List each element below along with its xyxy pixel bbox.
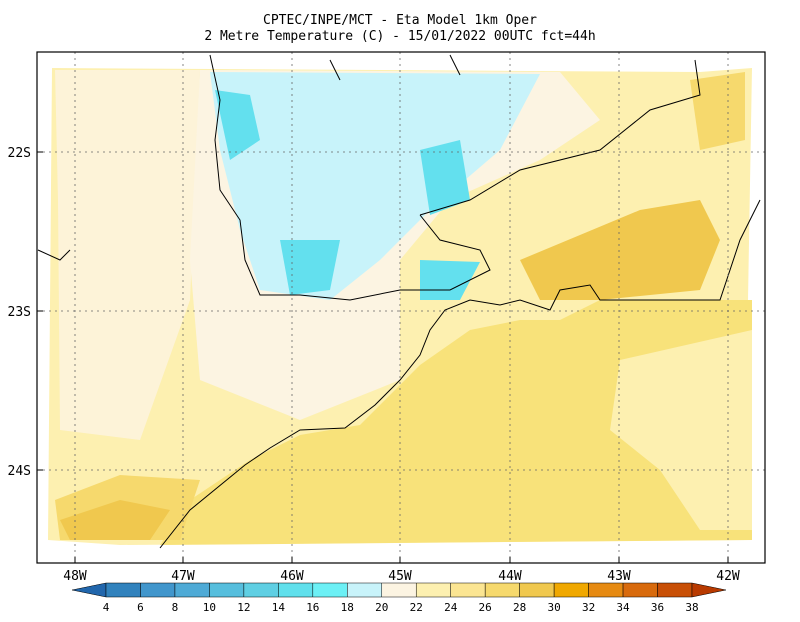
colorbar-segment — [381, 582, 417, 598]
colorbar-label: 38 — [685, 601, 698, 614]
colorbar-label: 24 — [444, 601, 458, 614]
colorbar-label: 6 — [137, 601, 144, 614]
colorbar-segment — [553, 582, 589, 598]
ocean-warm — [160, 300, 752, 545]
cool-west — [55, 70, 200, 440]
colorbar-label: 20 — [375, 601, 388, 614]
colorbar-segment — [140, 582, 176, 598]
colorbar-segment — [174, 582, 210, 598]
colorbar-segment — [519, 582, 555, 598]
colorbar-segment — [209, 582, 245, 598]
cold-spots — [215, 90, 480, 300]
lon-label: 46W — [280, 569, 304, 584]
warm-spots — [55, 72, 745, 540]
colorbar: 4 6 8 10 12 14 16 18 20 22 24 26 28 30 32 34 36 38 — [71, 582, 727, 614]
colorbar-label: 36 — [651, 601, 664, 614]
lon-label: 47W — [171, 569, 195, 584]
title: CPTEC/INPE/MCT - Eta Model 1km Oper — [263, 13, 537, 28]
colorbar-label: 14 — [272, 601, 286, 614]
colorbar-label: 34 — [616, 601, 630, 614]
ocean-mild — [610, 330, 752, 530]
lon-label: 43W — [607, 569, 631, 584]
lon-label: 48W — [63, 569, 87, 584]
colorbar-label: 4 — [103, 601, 110, 614]
map-field — [37, 52, 765, 563]
coastline — [159, 199, 761, 549]
colorbar-segment — [243, 582, 279, 598]
colorbar-label: 28 — [513, 601, 526, 614]
colorbar-segment — [691, 582, 727, 598]
colorbar-segment — [312, 582, 348, 598]
state-borders — [37, 54, 701, 301]
lat-label: 22S — [8, 146, 31, 161]
colorbar-label: 12 — [237, 601, 250, 614]
colorbar-segment — [450, 582, 486, 598]
colorbar-segment — [622, 582, 658, 598]
colorbar-label: 18 — [341, 601, 354, 614]
colorbar-segment — [657, 582, 693, 598]
colorbar-segment — [347, 582, 383, 598]
colorbar-label: 26 — [479, 601, 492, 614]
map-frame — [36, 51, 766, 564]
lat-label: 23S — [8, 305, 31, 320]
subtitle: 2 Metre Temperature (C) - 15/01/2022 00U… — [204, 29, 595, 44]
lon-label: 42W — [716, 569, 740, 584]
colorbar-segment — [278, 582, 314, 598]
axis-labels: 22S 23S 24S 48W 47W 46W 45W 44W 43W 42W — [8, 146, 740, 584]
colorbar-segment — [415, 582, 451, 598]
colorbar-segment — [588, 582, 624, 598]
colorbar-label: 32 — [582, 601, 595, 614]
colorbar-label: 22 — [410, 601, 423, 614]
graticule — [37, 52, 765, 563]
colorbar-label: 8 — [172, 601, 179, 614]
hot-spots — [60, 230, 650, 540]
colorbar-label: 30 — [547, 601, 560, 614]
lat-label: 24S — [8, 464, 31, 479]
colorbar-label: 16 — [306, 601, 319, 614]
colorbar-segment — [71, 582, 107, 598]
colorbar-label: 10 — [203, 601, 216, 614]
lon-label: 45W — [388, 569, 412, 584]
lon-label: 44W — [498, 569, 522, 584]
colorbar-segment — [484, 582, 520, 598]
colorbar-segment — [105, 582, 141, 598]
